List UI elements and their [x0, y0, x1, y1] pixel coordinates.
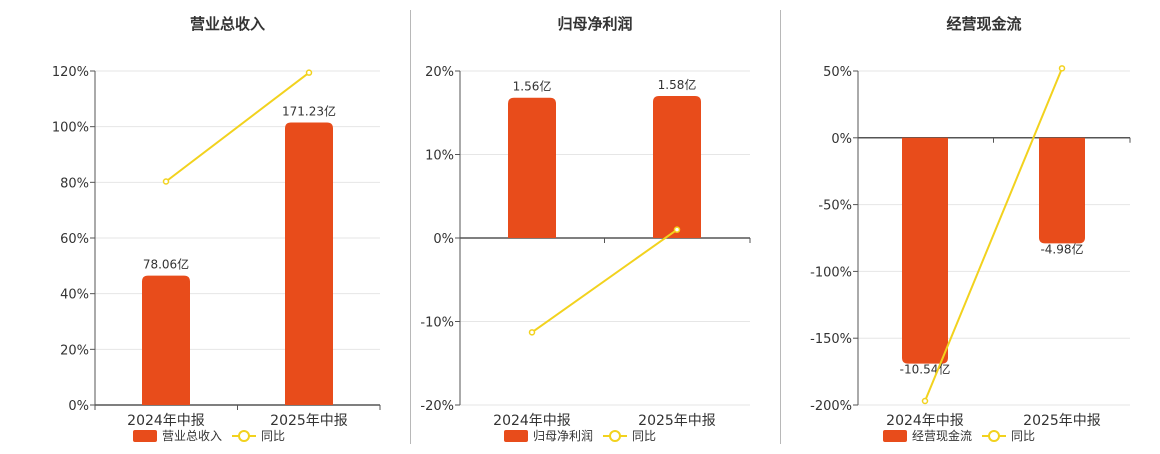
data-label: 1.58亿 [658, 77, 697, 92]
data-label: -10.54亿 [900, 362, 951, 377]
y-tick-label: 100% [52, 121, 89, 136]
y-tick-label: 40% [60, 288, 89, 303]
panel-divider [410, 10, 411, 444]
legend-bar-swatch [133, 430, 157, 442]
y-tick-label: 20% [60, 343, 89, 358]
legend-line-marker [609, 430, 621, 442]
y-tick-label: 0% [831, 132, 852, 147]
y-tick-label: 120% [52, 65, 89, 80]
x-tick-label: 2024年中报 [493, 413, 571, 429]
data-label: -4.98亿 [1040, 241, 1083, 256]
y-tick-label: -20% [420, 399, 454, 414]
y-tick-label: -100% [810, 265, 852, 280]
series-line [165, 71, 310, 183]
y-tick-label: 80% [60, 176, 89, 191]
bar [142, 275, 190, 405]
legend-label: 同比 [261, 429, 285, 443]
chart-title: 归母净利润 [557, 15, 632, 33]
line-point [162, 178, 170, 185]
legend-bar-swatch [883, 430, 907, 442]
legend-label: 营业总收入 [162, 429, 222, 443]
legend-label: 同比 [1011, 429, 1035, 443]
line-point [1058, 65, 1066, 72]
x-tick-label: 2024年中报 [886, 413, 964, 429]
chart-panel-1: 营业总收入 0% 20% 40% 60% 80% 100% 120% 2024年中报 2025年中… [52, 15, 381, 443]
x-tick-label: 2024年中报 [127, 413, 205, 429]
y-tick-label: -10% [420, 316, 454, 331]
chart-title: 经营现金流 [946, 15, 1021, 33]
chart-panel-3: 经营现金流 -200% -150% -100% -50% 0% 50% 2024年中报 2025… [810, 15, 1131, 443]
line-point [528, 329, 536, 336]
y-tick-label: -200% [810, 399, 852, 414]
chart-title: 营业总收入 [190, 15, 265, 33]
y-tick-label: 60% [60, 232, 89, 247]
y-tick-label: 0% [68, 399, 89, 414]
bar [1039, 137, 1085, 244]
y-tick-label: -150% [810, 332, 852, 347]
line-point [305, 69, 313, 76]
data-label: 78.06亿 [143, 257, 189, 272]
bar [902, 137, 948, 364]
chart-panel-2: 归母净利润 -20% -10% 0% 10% 20% 2024年中报 2025年中报 1.56亿… [420, 15, 751, 443]
x-tick-label: 2025年中报 [270, 413, 348, 429]
legend-bar-swatch [504, 430, 528, 442]
bar [508, 97, 556, 238]
y-tick-label: 10% [425, 149, 454, 164]
legend-label: 经营现金流 [912, 428, 972, 443]
data-label: 171.23亿 [282, 103, 336, 118]
y-tick-label: 20% [425, 65, 454, 80]
x-tick-label: 2025年中报 [638, 413, 716, 429]
y-tick-label: -50% [818, 199, 852, 214]
bar [653, 96, 701, 238]
y-tick-label: 0% [433, 232, 454, 247]
legend-label: 归母净利润 [533, 429, 593, 443]
series-line [924, 67, 1063, 402]
legend-line-marker [988, 430, 1000, 442]
line-point [921, 397, 929, 405]
panel-divider [780, 10, 781, 444]
line-point [673, 226, 681, 233]
series-line [531, 228, 678, 334]
legend-label: 同比 [632, 429, 656, 443]
data-label: 1.56亿 [513, 79, 552, 94]
y-tick-label: 50% [823, 65, 852, 80]
legend-line-marker [238, 430, 250, 442]
x-tick-label: 2025年中报 [1023, 413, 1101, 429]
bar [285, 122, 333, 405]
